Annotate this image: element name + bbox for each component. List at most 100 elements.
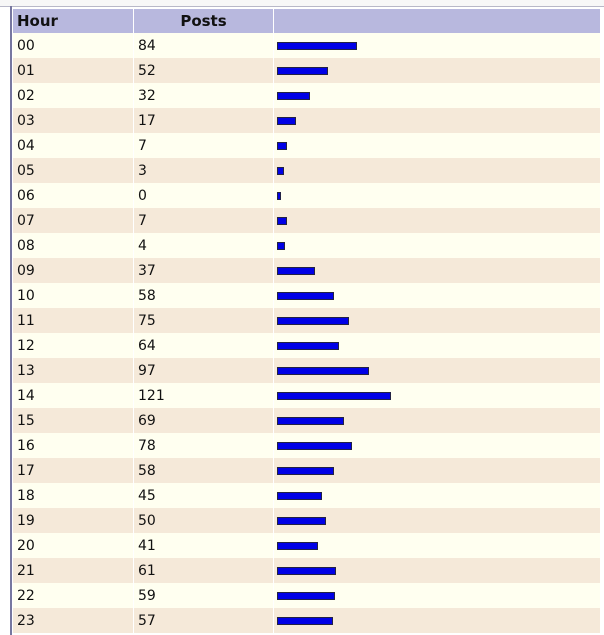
- hour-cell: 17: [13, 458, 134, 483]
- posts-bar: [277, 241, 285, 250]
- hour-cell: 20: [13, 533, 134, 558]
- hour-cell: 03: [13, 108, 134, 133]
- table-row: 04 7: [13, 133, 601, 158]
- table-row: 06 0: [13, 183, 601, 208]
- posts-cell: 84: [134, 33, 274, 58]
- table-header: Hour Posts: [13, 9, 601, 33]
- posts-bar: [277, 541, 318, 550]
- bar-cell: [274, 458, 601, 483]
- posts-cell: 4: [134, 233, 274, 258]
- hour-cell: 22: [13, 583, 134, 608]
- posts-bar: [277, 466, 334, 475]
- column-header-hour: Hour: [13, 9, 134, 33]
- bar-cell: [274, 133, 601, 158]
- table-row: 02 32: [13, 83, 601, 108]
- posts-bar: [277, 491, 322, 500]
- posts-bar: [277, 66, 328, 75]
- bar-cell: [274, 558, 601, 583]
- posts-cell: 57: [134, 608, 274, 633]
- posts-bar: [277, 616, 333, 625]
- table-row: 13 97: [13, 358, 601, 383]
- bar-cell: [274, 208, 601, 233]
- posts-bar: [277, 416, 344, 425]
- posts-cell: 0: [134, 183, 274, 208]
- bar-cell: [274, 308, 601, 333]
- hour-cell: 16: [13, 433, 134, 458]
- posts-cell: 7: [134, 133, 274, 158]
- hour-cell: 21: [13, 558, 134, 583]
- bar-cell: [274, 283, 601, 308]
- table-row: 21 61: [13, 558, 601, 583]
- bar-cell: [274, 158, 601, 183]
- posts-bar: [277, 166, 284, 175]
- posts-bar: [277, 41, 357, 50]
- table-row: 23 57: [13, 608, 601, 633]
- posts-cell: 52: [134, 58, 274, 83]
- posts-cell: 121: [134, 383, 274, 408]
- posts-cell: 45: [134, 483, 274, 508]
- bar-cell: [274, 333, 601, 358]
- table-row: 01 52: [13, 58, 601, 83]
- hour-cell: 19: [13, 508, 134, 533]
- table-row: 18 45: [13, 483, 601, 508]
- posts-cell: 41: [134, 533, 274, 558]
- hour-cell: 08: [13, 233, 134, 258]
- table-row: 20 41: [13, 533, 601, 558]
- column-header-posts: Posts: [134, 9, 274, 33]
- table-row: 03 17: [13, 108, 601, 133]
- bar-cell: [274, 608, 601, 633]
- posts-bar: [277, 441, 352, 450]
- hour-cell: 12: [13, 333, 134, 358]
- posts-bar: [277, 91, 310, 100]
- posts-cell: 61: [134, 558, 274, 583]
- table-row: 09 37: [13, 258, 601, 283]
- table-row: 17 58: [13, 458, 601, 483]
- table-row: 08 4: [13, 233, 601, 258]
- posts-bar: [277, 316, 349, 325]
- table-row: 19 50: [13, 508, 601, 533]
- hour-cell: 10: [13, 283, 134, 308]
- bar-cell: [274, 258, 601, 283]
- hour-cell: 23: [13, 608, 134, 633]
- bar-cell: [274, 358, 601, 383]
- hour-cell: 11: [13, 308, 134, 333]
- bar-cell: [274, 583, 601, 608]
- hour-cell: 00: [13, 33, 134, 58]
- bar-cell: [274, 383, 601, 408]
- table-row: 05 3: [13, 158, 601, 183]
- hour-cell: 18: [13, 483, 134, 508]
- posts-cell: 69: [134, 408, 274, 433]
- hour-cell: 07: [13, 208, 134, 233]
- posts-cell: 32: [134, 83, 274, 108]
- posts-bar: [277, 591, 335, 600]
- bar-cell: [274, 408, 601, 433]
- posts-cell: 17: [134, 108, 274, 133]
- hour-cell: 01: [13, 58, 134, 83]
- table-row: 10 58: [13, 283, 601, 308]
- posts-bar: [277, 216, 287, 225]
- posts-cell: 58: [134, 458, 274, 483]
- bar-cell: [274, 508, 601, 533]
- posts-bar: [277, 116, 296, 125]
- table-row: 14 121: [13, 383, 601, 408]
- bar-cell: [274, 108, 601, 133]
- table-row: 07 7: [13, 208, 601, 233]
- table-row: 00 84: [13, 33, 601, 58]
- left-border: [10, 6, 12, 635]
- header-row: Hour Posts: [13, 9, 601, 33]
- hour-cell: 15: [13, 408, 134, 433]
- posts-cell: 64: [134, 333, 274, 358]
- column-header-bar: [274, 9, 601, 33]
- hour-cell: 13: [13, 358, 134, 383]
- posts-bar: [277, 291, 334, 300]
- bar-cell: [274, 483, 601, 508]
- posts-cell: 97: [134, 358, 274, 383]
- table-row: 12 64: [13, 333, 601, 358]
- posts-cell: 7: [134, 208, 274, 233]
- posts-bar: [277, 341, 339, 350]
- hour-cell: 06: [13, 183, 134, 208]
- posts-bar: [277, 566, 336, 575]
- posts-bar: [277, 141, 287, 150]
- posts-per-hour-table: Hour Posts 00 84 01 52 02 32 03 17 04 7 05 3 06 0 07 7 0…: [13, 9, 601, 633]
- posts-cell: 3: [134, 158, 274, 183]
